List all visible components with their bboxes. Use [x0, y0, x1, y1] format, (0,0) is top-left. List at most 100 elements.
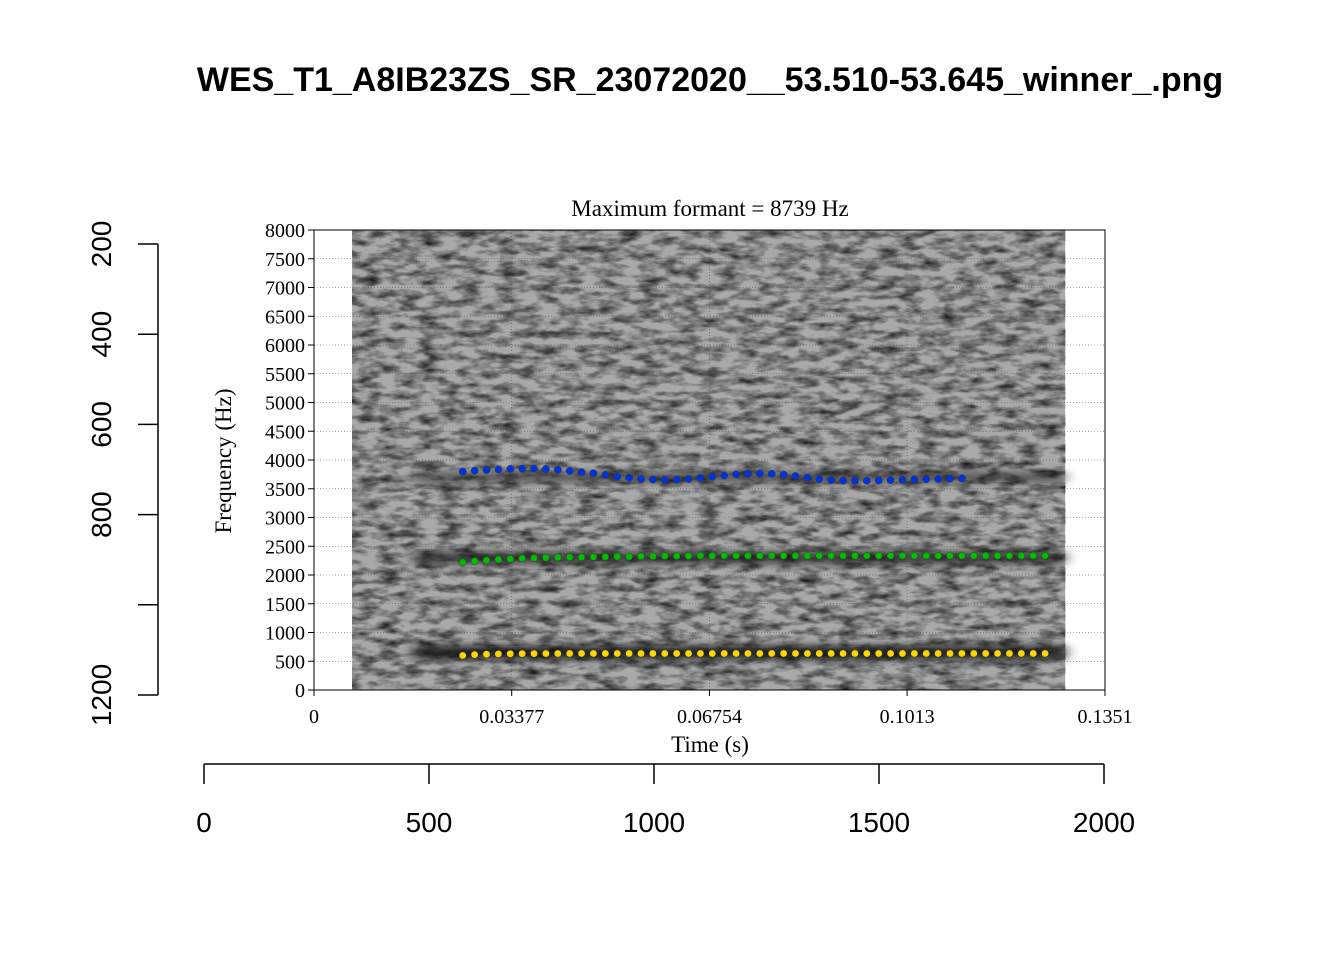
formant-point: [649, 552, 657, 561]
formant-point: [542, 649, 550, 658]
outer-x-tick-label: 1500: [848, 807, 910, 838]
y-axis-label: Frequency (Hz): [211, 389, 236, 534]
formant-point: [744, 551, 752, 560]
formant-point: [732, 551, 740, 560]
formant-point: [494, 465, 503, 474]
formant-point: [862, 551, 871, 560]
formant-point: [660, 552, 669, 560]
formant-point: [470, 557, 479, 566]
formant-point: [910, 475, 919, 484]
formant-point: [458, 651, 467, 660]
formant-point: [993, 649, 1002, 658]
formant-point: [720, 471, 729, 480]
formant-point: [744, 649, 752, 658]
y-tick-label: 4500: [265, 421, 305, 443]
formant-point: [589, 649, 598, 658]
y-tick-label: 5500: [265, 364, 305, 386]
formant-point: [922, 551, 931, 560]
formant-point: [767, 551, 776, 560]
formant-point: [791, 551, 800, 560]
formant-point: [696, 473, 705, 482]
formant-point: [553, 465, 562, 474]
formant-point: [910, 649, 919, 658]
formant-point: [827, 551, 836, 560]
formant-point: [684, 649, 693, 658]
x-tick-label: 0.03377: [479, 706, 544, 728]
outer-y-tick-label: 1200: [86, 664, 117, 726]
formant-point: [684, 475, 693, 483]
x-tick-label: 0.1351: [1078, 706, 1133, 728]
outer-y-tick-label: 400: [86, 311, 117, 358]
formant-series-3: [458, 464, 966, 485]
outer-y-tick-label: 600: [86, 401, 117, 448]
formant-point: [649, 649, 657, 658]
formant-point: [839, 551, 847, 560]
formant-point: [756, 649, 764, 658]
formant-point: [577, 649, 586, 658]
y-tick-label: 4000: [265, 450, 305, 472]
y-tick-label: 6000: [265, 335, 305, 357]
formant-point: [815, 649, 824, 658]
formant-point: [767, 469, 776, 478]
formant-point: [482, 556, 491, 565]
formant-point: [565, 649, 574, 658]
formant-point: [518, 464, 526, 473]
formant-point: [767, 649, 776, 658]
formant-point: [946, 649, 954, 658]
formant-point: [637, 552, 645, 561]
formant-point: [672, 475, 681, 484]
formant-point: [922, 475, 931, 484]
formant-point: [779, 649, 788, 658]
outer-y-axis: 200 400 600 800 1200: [86, 221, 159, 726]
outer-x-tick-label: 2000: [1073, 807, 1135, 838]
outer-x-tick-label: 500: [406, 807, 453, 838]
formant-point: [1017, 649, 1026, 658]
outer-x-tick-label: 1000: [623, 807, 685, 838]
formant-point: [958, 649, 966, 658]
formant-series-2: [458, 551, 1049, 567]
outer-y-tick-label: 800: [86, 491, 117, 538]
formant-point: [494, 650, 503, 658]
formant-point: [589, 553, 598, 561]
formant-point: [601, 471, 610, 479]
y-tick-label: 6500: [265, 306, 305, 328]
x-tick-label: 0.06754: [677, 706, 742, 728]
formant-point: [851, 649, 859, 658]
formant-point: [803, 649, 812, 658]
formant-point: [922, 649, 931, 658]
formant-point: [672, 552, 681, 560]
formant-point: [660, 475, 669, 484]
formant-point: [708, 649, 717, 658]
formant-point: [981, 551, 990, 560]
formant-point: [946, 474, 954, 483]
formant-point: [874, 551, 883, 560]
formant-point: [613, 472, 622, 481]
x-tick-label: 0: [309, 706, 319, 728]
formant-point: [625, 649, 633, 658]
formant-point: [684, 552, 693, 560]
formant-point: [458, 558, 467, 567]
formant-point: [613, 552, 622, 561]
formant-point: [470, 650, 479, 659]
formant-point: [589, 469, 598, 478]
formant-point: [779, 551, 788, 560]
formant-point: [791, 472, 800, 480]
y-tick-label: 7500: [265, 249, 305, 271]
formant-point: [1017, 551, 1026, 560]
page-title: WES_T1_A8IB23ZS_SR_23072020__53.510-53.6…: [197, 61, 1223, 99]
spectrogram: [352, 230, 1066, 690]
formant-point: [981, 649, 990, 658]
outer-x-tick-label: 0: [196, 807, 212, 838]
formant-point: [506, 555, 515, 563]
formant-point: [898, 649, 907, 658]
formant-point: [458, 467, 467, 476]
formant-point: [934, 551, 942, 560]
formant-point: [506, 465, 515, 473]
formant-point: [732, 470, 740, 479]
formant-point: [934, 649, 942, 658]
formant-point: [720, 649, 729, 658]
formant-point: [542, 553, 550, 562]
formant-point: [601, 553, 610, 561]
formant-point: [791, 649, 800, 658]
